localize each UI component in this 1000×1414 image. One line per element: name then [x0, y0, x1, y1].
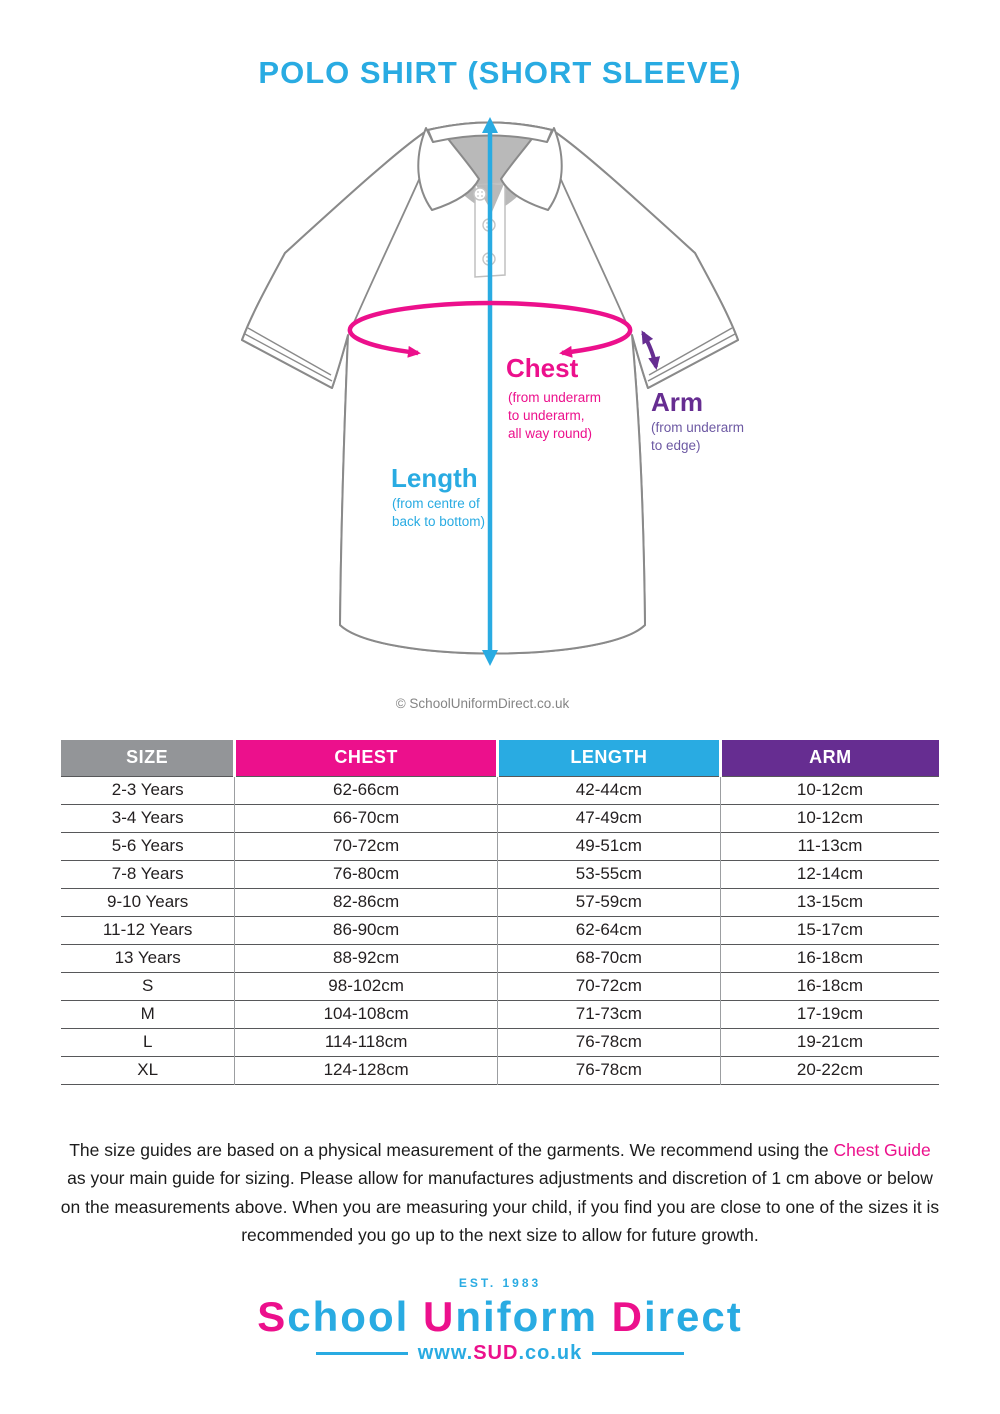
chest-guide-emphasis: Chest Guide: [833, 1140, 931, 1160]
arm-measure-label: Arm: [651, 387, 704, 417]
size-table-header-row: SIZE CHEST LENGTH ARM: [61, 740, 939, 776]
table-row: 3-4 Years 66-70cm 47-49cm 10-12cm: [61, 804, 939, 832]
table-row: 13 Years 88-92cm 68-70cm 16-18cm: [61, 944, 939, 972]
table-cell: 104-108cm: [234, 1000, 498, 1028]
logo-segment: irect: [643, 1293, 743, 1340]
table-cell: 19-21cm: [719, 1028, 939, 1056]
logo-segment: S: [257, 1293, 288, 1340]
table-row: M 104-108cm 71-73cm 17-19cm: [61, 1000, 939, 1028]
sleeve-cuffs: [244, 327, 736, 382]
table-cell: 71-73cm: [496, 1000, 721, 1028]
table-cell: 3-4 Years: [111, 808, 184, 827]
column-header-length: LENGTH: [495, 740, 721, 776]
logo-dash-right: [592, 1352, 685, 1356]
table-cell: 13-15cm: [719, 888, 939, 916]
table-row: 7-8 Years 76-80cm 53-55cm 12-14cm: [61, 860, 939, 888]
table-cell: 42-44cm: [496, 776, 721, 804]
collar: [417, 121, 563, 278]
table-cell: 9-10 Years: [107, 892, 189, 911]
column-header-chest: CHEST: [233, 740, 498, 776]
logo-name: School Uniform Direct: [0, 1293, 1000, 1340]
table-cell: L: [142, 1032, 153, 1051]
table-cell: 15-17cm: [719, 916, 939, 944]
table-cell: S: [142, 976, 154, 995]
table-row: 11-12 Years 86-90cm 62-64cm 15-17cm: [61, 916, 939, 944]
logo-dash-left: [315, 1352, 408, 1356]
logo-segment: .co.uk: [518, 1342, 583, 1365]
length-measure-note: (from centre of back to bottom): [392, 496, 486, 529]
sizing-note: The size guides are based on a physical …: [60, 1136, 940, 1249]
arm-measure-note: (from underarm to edge): [651, 420, 745, 453]
table-cell: 49-51cm: [496, 832, 721, 860]
column-header-size: SIZE: [61, 740, 235, 776]
table-cell: 62-66cm: [234, 776, 498, 804]
logo-segment: www.: [417, 1342, 474, 1365]
sizing-note-text-before: The size guides are based on a physical …: [69, 1140, 834, 1160]
chest-arrow: [347, 300, 633, 358]
table-cell: 88-92cm: [234, 944, 498, 972]
table-cell: 76-78cm: [496, 1028, 721, 1056]
table-cell: 11-12 Years: [102, 920, 193, 939]
table-cell: 20-22cm: [719, 1056, 939, 1084]
logo-established-text: EST. 1983: [458, 1276, 542, 1290]
table-cell: 5-6 Years: [111, 836, 184, 855]
table-cell: 7-8 Years: [111, 864, 184, 883]
table-cell: 11-13cm: [719, 832, 939, 860]
table-cell: 86-90cm: [234, 916, 498, 944]
table-cell: 98-102cm: [234, 972, 498, 1000]
table-cell: M: [140, 1004, 155, 1023]
polo-shirt-diagram: [241, 117, 739, 666]
table-cell: 66-70cm: [234, 804, 498, 832]
table-cell: 114-118cm: [234, 1028, 498, 1056]
table-row: L 114-118cm 76-78cm 19-21cm: [61, 1028, 939, 1056]
table-cell: 70-72cm: [496, 972, 721, 1000]
size-table-body: 2-3 Years 62-66cm 42-44cm 10-12cm 3-4 Years 6…: [61, 776, 939, 1084]
table-row: XL 124-128cm 76-78cm 20-22cm: [61, 1056, 939, 1084]
table-cell: 16-18cm: [719, 944, 939, 972]
table-cell: 82-86cm: [234, 888, 498, 916]
logo-segment: U: [422, 1293, 456, 1340]
logo-url-row: www.SUD.co.uk: [0, 1342, 1000, 1365]
polo-shirt-figure: Chest (from underarm to underarm, all wa…: [230, 113, 770, 713]
table-cell: XL: [137, 1060, 159, 1079]
table-cell: 13 Years: [114, 948, 181, 967]
table-row: 5-6 Years 70-72cm 49-51cm 11-13cm: [61, 832, 939, 860]
table-cell: 70-72cm: [234, 832, 498, 860]
table-cell: 2-3 Years: [111, 780, 184, 799]
brand-logo: EST. 1983 School Uniform Direct www.SUD.…: [0, 1276, 1000, 1365]
column-header-arm: ARM: [718, 740, 939, 776]
sizing-note-text-after: as your main guide for sizing. Please al…: [60, 1168, 940, 1246]
chest-measure-label: Chest: [506, 353, 579, 383]
length-measure-label: Length: [391, 463, 478, 493]
table-cell: 76-78cm: [496, 1056, 721, 1084]
copyright-text: © SchoolUniformDirect.co.uk: [395, 696, 570, 711]
table-cell: 16-18cm: [719, 972, 939, 1000]
table-cell: 57-59cm: [496, 888, 721, 916]
table-cell: 68-70cm: [496, 944, 721, 972]
logo-url-text: www.SUD.co.uk: [418, 1342, 583, 1365]
table-cell: 62-64cm: [496, 916, 721, 944]
table-cell: 12-14cm: [719, 860, 939, 888]
table-row: 9-10 Years 82-86cm 57-59cm 13-15cm: [61, 888, 939, 916]
size-table-section: SIZE CHEST LENGTH ARM 2-3 Years 62-66cm 42-44…: [61, 740, 939, 1085]
table-cell: 10-12cm: [719, 776, 939, 804]
table-cell: 76-80cm: [234, 860, 498, 888]
table-row: 2-3 Years 62-66cm 42-44cm 10-12cm: [61, 776, 939, 804]
table-cell: 47-49cm: [496, 804, 721, 832]
table-cell: 124-128cm: [234, 1056, 498, 1084]
table-cell: 53-55cm: [496, 860, 721, 888]
arm-arrow: [641, 330, 661, 370]
size-table: SIZE CHEST LENGTH ARM 2-3 Years 62-66cm 42-44…: [61, 740, 939, 1085]
table-row: S 98-102cm 70-72cm 16-18cm: [61, 972, 939, 1000]
chest-measure-note: (from underarm to underarm, all way roun…: [508, 390, 602, 441]
length-arrow: [482, 117, 498, 666]
page-title: POLO SHIRT (SHORT SLEEVE): [258, 55, 742, 90]
logo-segment: chool: [287, 1293, 423, 1340]
table-cell: 10-12cm: [719, 804, 939, 832]
logo-segment: niform: [455, 1293, 612, 1340]
logo-segment: SUD: [473, 1342, 519, 1365]
table-cell: 17-19cm: [719, 1000, 939, 1028]
logo-segment: D: [611, 1293, 644, 1340]
